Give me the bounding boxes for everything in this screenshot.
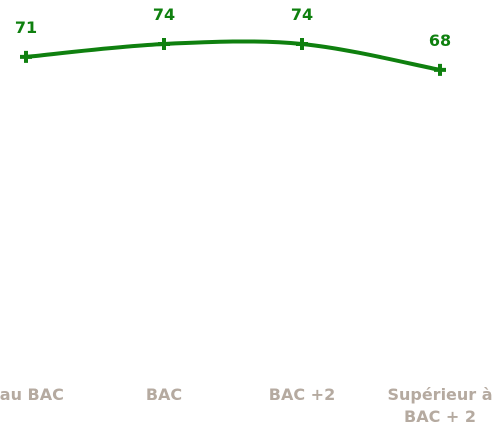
data-label: 74 [291, 5, 313, 24]
x-tick-label: Supérieur à BAC + 2 [387, 385, 493, 426]
marker [434, 63, 446, 76]
x-tick-label: BAC +2 [268, 385, 336, 404]
data-label: 74 [153, 5, 175, 24]
marker [296, 37, 308, 50]
data-label: 68 [429, 31, 451, 50]
marker [158, 37, 170, 50]
data-label: 71 [15, 18, 37, 37]
line [25, 39, 441, 72]
x-tick-label: BAC [145, 385, 183, 404]
marker [20, 50, 32, 63]
x-tick-label: . au BAC [0, 385, 64, 404]
